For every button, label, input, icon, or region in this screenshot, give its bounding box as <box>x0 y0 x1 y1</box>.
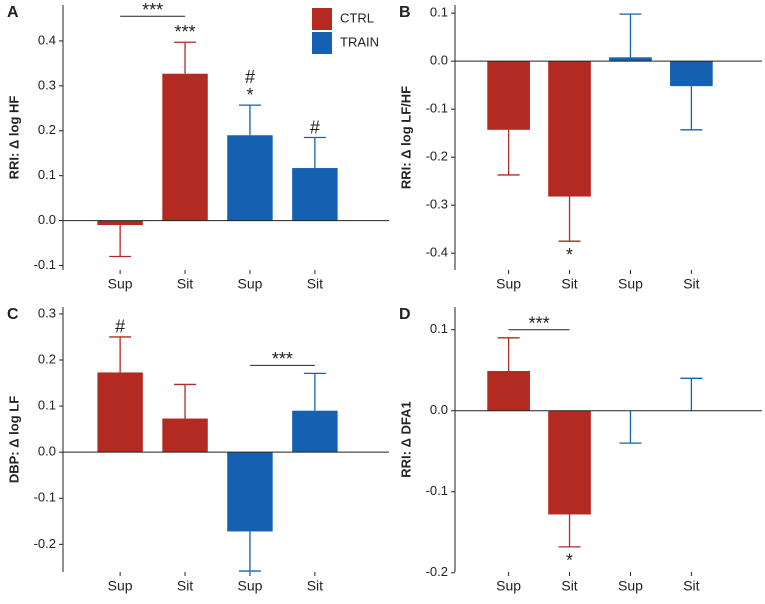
bracket-label: *** <box>529 314 550 334</box>
y-tick-label: -0.4 <box>426 245 448 260</box>
bar <box>609 57 652 62</box>
annotation: * <box>566 245 573 265</box>
x-tick-label: Sup <box>496 276 521 292</box>
y-tick-label: -0.2 <box>34 536 56 551</box>
bar <box>97 372 143 453</box>
panel-label: B <box>399 4 411 21</box>
y-tick-label: -0.2 <box>426 149 448 164</box>
x-tick-label: Sit <box>561 578 577 594</box>
y-tick-label: 0.2 <box>38 351 56 366</box>
bar <box>548 61 591 197</box>
annotation: * <box>246 85 253 105</box>
panel-label: D <box>399 306 411 323</box>
bar <box>292 410 338 453</box>
legend-label: CTRL <box>340 10 374 25</box>
y-tick-label: 0.0 <box>430 402 448 417</box>
annotation: # <box>310 117 320 137</box>
x-tick-label: Sit <box>307 578 323 594</box>
legend-swatch <box>312 32 332 54</box>
bar <box>162 73 208 221</box>
y-tick-label: 0.0 <box>38 212 56 227</box>
bar <box>227 135 273 221</box>
legend-swatch <box>312 8 332 30</box>
y-tick-label: 0.1 <box>38 167 56 182</box>
bracket-label: *** <box>142 0 163 20</box>
y-axis-label: RRI: Δ log LF/HF <box>398 86 413 189</box>
y-axis-label: RRI: Δ DFA1 <box>398 401 413 478</box>
x-tick-label: Sup <box>618 276 643 292</box>
bar <box>548 410 591 515</box>
x-tick-label: Sup <box>108 578 133 594</box>
y-tick-label: 0.1 <box>430 5 448 20</box>
x-tick-label: Sit <box>177 276 193 292</box>
y-tick-label: 0.0 <box>430 53 448 68</box>
bar <box>162 418 208 453</box>
x-tick-label: Sup <box>618 578 643 594</box>
annotation: # <box>115 317 125 337</box>
legend-label: TRAIN <box>340 34 379 49</box>
bracket-label: *** <box>272 349 293 369</box>
annotation: # <box>245 67 255 87</box>
panel-label: C <box>7 306 19 323</box>
x-tick-label: Sit <box>307 276 323 292</box>
bar <box>487 61 530 130</box>
bar <box>487 371 530 411</box>
bar <box>227 452 273 532</box>
panel-label: A <box>7 4 19 21</box>
annotation: *** <box>175 22 196 42</box>
bar <box>97 220 143 226</box>
y-tick-label: -0.1 <box>426 101 448 116</box>
annotation: * <box>566 551 573 571</box>
y-tick-label: 0.3 <box>38 305 56 320</box>
y-tick-label: -0.1 <box>34 490 56 505</box>
x-tick-label: Sit <box>177 578 193 594</box>
x-tick-label: Sup <box>237 578 262 594</box>
x-tick-label: Sup <box>496 578 521 594</box>
y-tick-label: 0.4 <box>38 32 56 47</box>
bar <box>670 61 713 87</box>
y-tick-label: -0.1 <box>426 483 448 498</box>
y-axis-label: RRI: Δ log HF <box>6 96 21 180</box>
x-tick-label: Sit <box>683 578 699 594</box>
y-tick-label: 0.0 <box>38 444 56 459</box>
y-tick-label: -0.3 <box>426 197 448 212</box>
y-tick-label: 0.2 <box>38 122 56 137</box>
bar <box>292 168 338 221</box>
y-tick-label: 0.1 <box>430 321 448 336</box>
y-axis-label: DBP: Δ log LF <box>6 396 21 483</box>
x-tick-label: Sup <box>108 276 133 292</box>
y-tick-label: -0.2 <box>426 564 448 579</box>
x-tick-label: Sit <box>561 276 577 292</box>
y-tick-label: 0.1 <box>38 398 56 413</box>
x-tick-label: Sup <box>237 276 262 292</box>
y-tick-label: -0.1 <box>34 257 56 272</box>
x-tick-label: Sit <box>683 276 699 292</box>
y-tick-label: 0.3 <box>38 77 56 92</box>
